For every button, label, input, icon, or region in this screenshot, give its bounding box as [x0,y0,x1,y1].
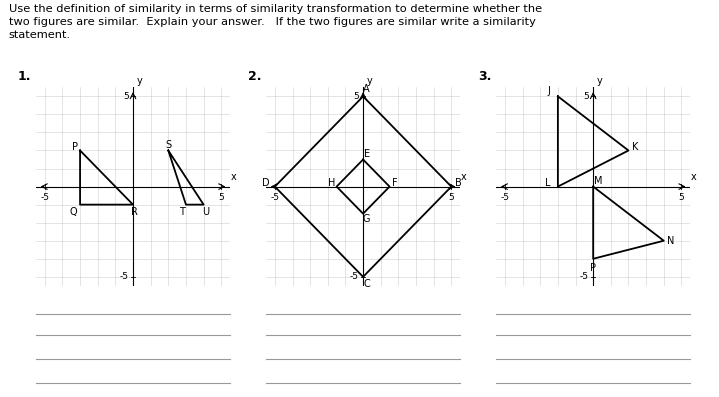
Text: y: y [597,75,603,85]
Text: F: F [392,178,398,188]
Text: N: N [667,236,674,246]
Text: S: S [165,140,171,150]
Text: y: y [137,75,142,85]
Text: x: x [691,172,697,182]
Text: L: L [544,178,550,188]
Text: R: R [132,207,138,217]
Text: 5: 5 [123,92,129,101]
Text: 5: 5 [679,193,684,202]
Text: 1.: 1. [18,70,32,83]
Text: -5: -5 [349,272,359,281]
Text: D: D [262,178,270,188]
Text: 5: 5 [219,193,224,202]
Text: H: H [328,178,335,188]
Text: 2.: 2. [248,70,262,83]
Text: 3.: 3. [478,70,492,83]
Text: E: E [364,149,370,159]
Text: -5: -5 [500,193,510,202]
Text: G: G [363,214,370,224]
Text: -5: -5 [270,193,280,202]
Text: x: x [231,172,237,182]
Text: Use the definition of similarity in terms of similarity transformation to determ: Use the definition of similarity in term… [9,4,541,40]
Text: 5: 5 [583,92,589,101]
Text: -5: -5 [40,193,50,202]
Text: y: y [367,75,372,85]
Text: C: C [363,279,370,289]
Text: P: P [72,142,78,152]
Text: M: M [594,176,603,186]
Text: J: J [548,86,551,96]
Text: Q: Q [69,207,77,217]
Text: x: x [461,172,467,182]
Text: B: B [455,178,462,188]
Text: 5: 5 [353,92,359,101]
Text: A: A [363,84,370,94]
Text: K: K [632,142,638,152]
Text: -5: -5 [580,272,589,281]
Text: 5: 5 [449,193,454,202]
Text: U: U [202,207,209,217]
Text: P: P [590,263,596,273]
Text: -5: -5 [119,272,129,281]
Text: T: T [180,207,186,217]
